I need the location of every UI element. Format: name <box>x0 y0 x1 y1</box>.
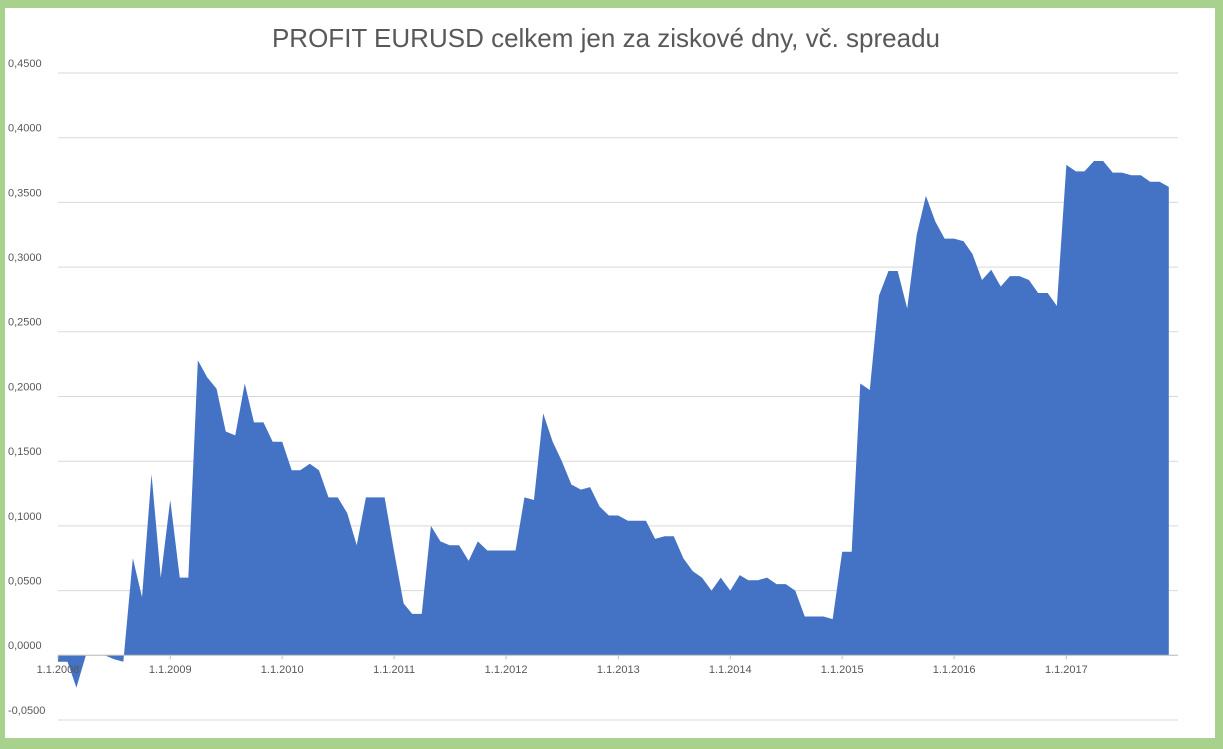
x-tick-label: 1.1.2017 <box>1045 664 1088 676</box>
x-tick-label: 1.1.2011 <box>373 664 415 676</box>
y-tick-label: 0,4000 <box>8 123 42 135</box>
x-tick-label: 1.1.2010 <box>261 664 304 676</box>
area <box>58 160 1169 688</box>
chart-title: PROFIT EURUSD celkem jen za ziskové dny,… <box>272 23 940 53</box>
y-tick-label: 0,0000 <box>8 640 42 652</box>
y-tick-label: 0,1500 <box>8 446 42 458</box>
y-tick-label: -0,0500 <box>8 705 45 717</box>
x-tick-label: 1.1.2015 <box>821 664 864 676</box>
y-tick-label: 0,2000 <box>8 381 42 393</box>
y-tick-label: 0,4500 <box>8 58 42 70</box>
y-tick-label: 0,1000 <box>8 511 42 523</box>
x-tick-label: 1.1.2014 <box>709 664 752 676</box>
x-tick-label: 1.1.2016 <box>933 664 976 676</box>
y-tick-label: 0,3000 <box>8 252 42 264</box>
x-tick-label: 1.1.2009 <box>149 664 192 676</box>
x-tick-label: 1.1.2008 <box>37 664 80 676</box>
x-tick-label: 1.1.2013 <box>597 664 640 676</box>
x-tick-label: 1.1.2012 <box>485 664 528 676</box>
y-tick-label: 0,3500 <box>8 187 42 199</box>
y-tick-label: 0,2500 <box>8 317 42 329</box>
y-tick-label: 0,0500 <box>8 576 42 588</box>
